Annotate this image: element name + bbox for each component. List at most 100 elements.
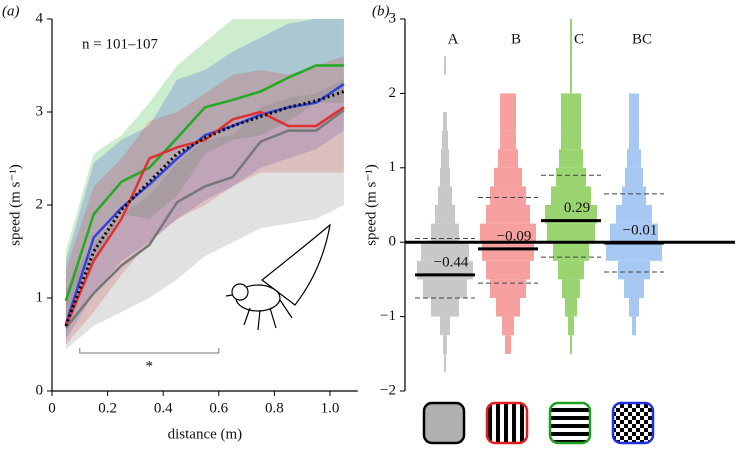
- histogram-bin: [545, 205, 597, 224]
- y-tick-label: 3: [36, 103, 44, 119]
- histogram-bin: [442, 130, 448, 150]
- series-line: [64, 106, 345, 327]
- y-tick-label: −2: [380, 382, 396, 398]
- histogram-bin: [629, 130, 639, 150]
- group-letter: B: [511, 31, 521, 47]
- panel-label: (b): [372, 3, 390, 19]
- mean-label: 0.29: [564, 200, 590, 216]
- mean-label: −0.09: [497, 228, 532, 244]
- annotation: n = 101–107: [82, 36, 158, 52]
- x-tick-label: 0.8: [265, 400, 284, 416]
- histogram-bin: [622, 186, 646, 205]
- histogram-bin: [490, 279, 526, 298]
- histogram-bin: [440, 167, 450, 187]
- mean-label: −0.44: [434, 254, 469, 270]
- histogram-bin: [423, 279, 467, 298]
- x-tick-label: 1.0: [321, 400, 340, 416]
- significance-label: *: [146, 358, 154, 374]
- histogram-bin: [496, 298, 520, 317]
- range-band: [65, 19, 344, 336]
- histogram-bin: [570, 37, 572, 57]
- histogram-bin: [486, 205, 530, 224]
- x-tick-label: 0: [48, 400, 56, 416]
- x-tick-label: 0.2: [98, 400, 117, 416]
- histogram-bin: [431, 298, 459, 317]
- range-band: [65, 79, 344, 350]
- histogram-bin: [610, 223, 658, 243]
- x-axis-label: distance (m): [168, 426, 243, 442]
- histogram-bin: [570, 19, 572, 38]
- histogram-bin: [561, 112, 581, 131]
- histogram-bin: [559, 149, 583, 168]
- y-tick-label: 3: [389, 10, 397, 26]
- histogram-bin: [629, 298, 639, 317]
- histogram-bin: [500, 130, 516, 150]
- histogram-bin: [625, 167, 643, 187]
- y-axis-label: speed (m s⁻¹): [363, 164, 379, 246]
- series-line: [64, 90, 345, 327]
- x-tick-label: 0.4: [154, 400, 173, 416]
- histogram-bin: [570, 335, 572, 354]
- histogram-bin: [629, 93, 639, 112]
- histogram-bin: [565, 298, 577, 317]
- group-letter: C: [574, 31, 584, 47]
- histogram-bin: [606, 242, 662, 261]
- histogram-bin: [561, 130, 581, 150]
- histogram-bin: [500, 112, 516, 131]
- histogram-bin: [505, 335, 511, 354]
- group-letter: BC: [632, 31, 652, 47]
- histogram-bin: [482, 242, 534, 261]
- mean-label: −0.01: [623, 222, 658, 238]
- histogram-bin: [502, 316, 514, 336]
- y-tick-label: 1: [36, 289, 44, 305]
- panel-b: (b) −0.44 A −0.09 B 0.29 C −0.01 BC −2 −1 0 1 2 3 speed…: [363, 3, 735, 398]
- histogram-bin: [629, 112, 639, 131]
- histogram-bin: [443, 112, 447, 131]
- histogram-bin: [486, 260, 530, 280]
- histogram-bin: [624, 279, 644, 298]
- y-tick-label: 0: [36, 382, 44, 398]
- y-tick-label: 0: [389, 234, 397, 250]
- histogram-bin: [500, 93, 516, 112]
- histogram-bin: [443, 335, 447, 354]
- histogram-bin: [441, 149, 449, 168]
- histogram-bin: [568, 316, 574, 336]
- y-tick-label: −1: [380, 308, 396, 324]
- histogram-bin: [421, 242, 469, 261]
- histogram-bin: [562, 279, 580, 298]
- histogram-bin: [570, 56, 572, 75]
- histogram-bin: [618, 260, 650, 280]
- histogram-bin: [490, 186, 526, 205]
- histogram-bin: [551, 186, 591, 205]
- fly-drawing: [225, 223, 331, 331]
- histogram-bin: [494, 167, 522, 187]
- histogram-bin: [558, 260, 584, 280]
- series-line: [64, 83, 345, 325]
- histogram-bin: [440, 316, 450, 336]
- panel-label: (a): [2, 3, 20, 19]
- histogram-bin: [627, 149, 641, 168]
- y-axis-label: speed (m s⁻¹): [7, 164, 23, 246]
- range-band: [65, 56, 344, 345]
- series-line: [64, 64, 344, 302]
- histogram-bin: [444, 353, 446, 373]
- range-band: [65, 19, 344, 340]
- x-tick-label: 0.6: [209, 400, 228, 416]
- group-letter: A: [448, 31, 459, 47]
- histogram-bin: [570, 74, 572, 94]
- histogram-bin: [632, 316, 636, 336]
- histogram-bin: [444, 56, 446, 75]
- histogram-bin: [480, 223, 536, 243]
- histogram-bin: [435, 205, 455, 224]
- histogram-bin: [431, 223, 459, 243]
- y-tick-label: 1: [389, 159, 397, 175]
- stimulus-icons: [422, 401, 655, 445]
- histogram-bin: [547, 223, 595, 243]
- histogram-bin: [553, 242, 589, 261]
- y-tick-label: 4: [36, 10, 44, 26]
- y-tick-label: 2: [389, 85, 397, 101]
- histogram-bin: [561, 93, 581, 112]
- significance-bracket: [79, 348, 220, 354]
- panel-a: (a) 0 1 2 3 4 0 0.2 0.4 0.6 0.8 1.0 distance (m) spee…: [2, 3, 358, 442]
